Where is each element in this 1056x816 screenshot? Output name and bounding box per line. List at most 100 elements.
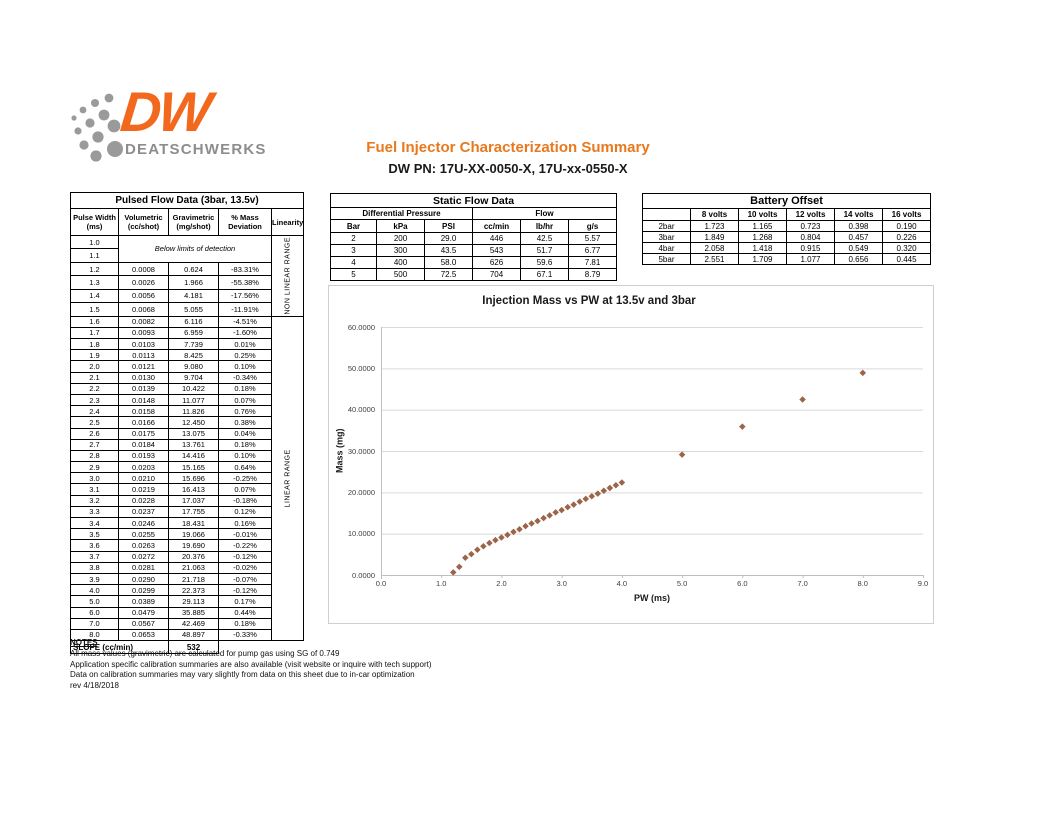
table-cell: 1.966 — [168, 275, 219, 290]
table-cell: -17.56% — [218, 288, 272, 304]
note-line: Data on calibration summaries may vary s… — [70, 670, 415, 680]
x-tick-label: 8.0 — [857, 579, 868, 588]
table-cell: 0.190 — [881, 220, 932, 232]
table-cell: -0.12% — [218, 584, 272, 597]
table-row: 3.7 0.0272 20.376 -0.12% — [70, 550, 304, 563]
column-header: g/s — [567, 219, 618, 233]
table-cell: 446 — [472, 232, 521, 245]
table-cell: 1.418 — [738, 242, 787, 254]
pulsed-flow-table: Pulsed Flow Data (3bar, 13.5v) Pulse Wid… — [69, 192, 305, 655]
table-row: 2.7 0.0184 13.761 0.18% — [70, 438, 304, 451]
table-cell: 18.431 — [168, 516, 219, 530]
table-cell: 3.7 — [70, 550, 119, 563]
table-cell: 0.0389 — [118, 595, 169, 608]
table-row: 2.5 0.0166 12.450 0.38% — [70, 416, 304, 429]
table-cell: 2.1 — [70, 371, 119, 384]
table-cell: 0.0184 — [118, 438, 169, 451]
table-cell: 19.690 — [168, 539, 219, 552]
page-title: Fuel Injector Characterization Summary — [366, 139, 650, 156]
page-subtitle: DW PN: 17U-XX-0050-X, 17U-xx-0550-X — [388, 161, 628, 176]
table-cell: 22.373 — [168, 584, 219, 597]
y-tick-label: 30.0000 — [347, 446, 375, 456]
plot-area — [381, 327, 924, 579]
table-cell: 0.0203 — [118, 461, 169, 474]
table-cell: 0.656 — [834, 253, 883, 265]
table-row: 5bar 2.551 1.709 1.077 0.656 0.445 — [642, 253, 932, 265]
table-cell: 2 — [330, 232, 377, 245]
table-cell: 2.9 — [70, 461, 119, 474]
linear-range-label: LINEAR RANGE — [271, 316, 304, 641]
data-point — [618, 479, 626, 486]
table-cell: -0.22% — [218, 539, 272, 552]
x-tick-label: 2.0 — [496, 579, 507, 588]
table-cell: -0.25% — [218, 472, 272, 485]
data-point — [474, 546, 481, 553]
table-cell: 0.04% — [218, 427, 272, 440]
table-row: 5 500 72.5 704 67.1 8.79 — [330, 268, 618, 281]
table-cell: 0.18% — [218, 617, 272, 630]
table-cell: 15.696 — [168, 472, 219, 485]
table-cell: 8.425 — [168, 349, 219, 362]
table-cell: 2.2 — [70, 382, 119, 395]
table-cell: 0.226 — [881, 231, 932, 243]
data-point — [534, 517, 541, 525]
table-title-row: Pulsed Flow Data (3bar, 13.5v) — [69, 192, 305, 209]
data-point — [546, 512, 553, 519]
table-cell: 3.8 — [70, 561, 119, 574]
table-cell: 1.165 — [738, 220, 787, 232]
data-point — [528, 520, 535, 527]
note-line: Application specific calibration summari… — [70, 659, 432, 669]
table-cell: 0.457 — [834, 231, 883, 243]
table-cell: 2.0 — [70, 360, 119, 373]
table-cell: 2.8 — [70, 449, 119, 463]
table-cell: 1.2 — [70, 261, 119, 277]
table-cell: 0.44% — [218, 606, 272, 619]
data-point — [468, 550, 475, 558]
non-linear-range-label: NON LINEAR RANGE — [271, 235, 304, 317]
table-cell: 0.07% — [218, 483, 272, 496]
table-cell: 0.0175 — [118, 427, 169, 440]
table-cell: 0.0237 — [118, 505, 169, 519]
table-row: 4 400 58.0 626 59.6 7.81 — [330, 256, 618, 269]
x-axis-title: PW (ms) — [634, 593, 670, 603]
table-cell: 7.0 — [70, 617, 119, 630]
table-cell: 7.739 — [168, 337, 219, 351]
table-row: 1.9 0.0113 8.425 0.25% — [70, 349, 304, 362]
table-cell: 59.6 — [520, 256, 569, 269]
column-header: 14 volts — [834, 208, 883, 221]
table-cell: 14.416 — [168, 449, 219, 463]
table-cell: 1.6 — [70, 315, 119, 328]
table-row: 3.4 0.0246 18.431 0.16% — [70, 516, 304, 530]
table-cell: 626 — [472, 256, 521, 269]
table-cell: 200 — [376, 232, 425, 245]
data-point — [570, 501, 577, 508]
table-row: 2.8 0.0193 14.416 0.10% — [70, 449, 304, 463]
table-row: 2.4 0.0158 11.826 0.76% — [70, 405, 304, 418]
table-cell: 4.0 — [70, 584, 119, 597]
table-cell: 9.704 — [168, 371, 219, 384]
table-cell: 0.0121 — [118, 360, 169, 373]
table-row: 1.2 0.0008 0.624 -83.31% — [70, 261, 304, 277]
data-point — [678, 451, 686, 458]
table-cell: 0.0166 — [118, 416, 169, 429]
battery-offset-table: Battery Offset 8 volts 10 volts 12 volts 14… — [641, 193, 932, 265]
column-header: Bar — [330, 219, 377, 233]
table-cell: 1.5 — [70, 302, 119, 317]
logo-brand-text: DEATSCHWERKS — [125, 141, 267, 158]
notes-heading: NOTES — [70, 638, 98, 647]
table-cell: 21.718 — [168, 572, 219, 586]
table-title-row: Static Flow Data — [329, 193, 618, 208]
table-row: 2.1 0.0130 9.704 -0.34% — [70, 371, 304, 384]
row-header: 5bar — [642, 253, 691, 265]
table-cell: 0.549 — [834, 242, 883, 254]
column-header — [642, 208, 691, 221]
table-row: 2.9 0.0203 15.165 0.64% — [70, 461, 304, 474]
scatter-plot — [381, 327, 924, 579]
table-cell: 67.1 — [520, 268, 569, 281]
y-tick-label: 20.0000 — [347, 487, 375, 497]
table-cell: 3.1 — [70, 483, 119, 496]
battery-table-title: Battery Offset — [641, 193, 932, 209]
y-tick-label: 60.0000 — [347, 322, 375, 332]
table-title-row: Battery Offset — [641, 193, 932, 209]
table-cell: 0.16% — [218, 516, 272, 530]
